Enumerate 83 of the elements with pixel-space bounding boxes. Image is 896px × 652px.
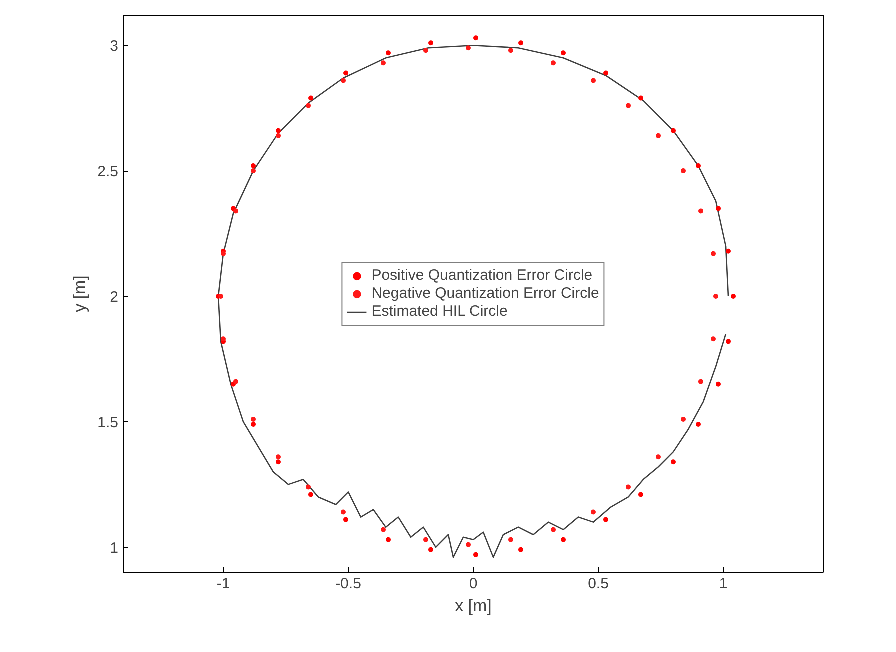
point [716,206,721,212]
point [341,510,346,515]
point [518,40,524,46]
x-tick-label: 0 [469,576,478,592]
point [626,103,631,108]
point [386,50,391,56]
point [696,422,701,427]
point [716,382,721,387]
y-tick-label: 2.5 [98,164,119,181]
point [561,50,566,56]
point [726,339,731,344]
point [276,454,281,460]
point [221,336,226,342]
point [508,48,514,54]
point [234,379,238,384]
point [626,484,631,490]
point [698,208,704,214]
point [306,484,311,490]
point [386,537,391,542]
point [234,208,238,214]
point [344,70,348,76]
point [308,96,314,101]
point [638,96,644,101]
point [466,542,471,548]
point [308,492,314,498]
point [251,168,256,174]
point [424,48,428,54]
point [656,454,661,460]
point [221,251,226,256]
point [276,460,281,465]
point [474,36,478,41]
point [604,517,608,522]
point [474,552,478,558]
point [344,517,348,522]
point [341,78,346,84]
point [731,294,736,300]
x-tick-label: 0.5 [588,576,609,592]
point [561,537,566,542]
point [428,547,434,552]
point [381,60,386,66]
point [726,248,731,254]
x-tick-label: -0.5 [336,576,362,592]
point [466,46,471,51]
point [671,128,676,134]
point [306,103,311,108]
point [424,537,428,542]
point [604,70,608,76]
point [714,294,718,300]
line-series [218,44,730,558]
point [251,422,256,427]
point [698,379,704,384]
point [656,133,661,138]
point [508,537,514,542]
point [681,416,686,422]
point [381,527,386,532]
y-tick-label: 1.5 [98,414,119,432]
point [681,168,686,174]
x-tick-label: -1 [216,576,230,592]
point [591,510,596,515]
point [518,547,524,552]
point [711,251,716,256]
y-tick-label: 1 [110,540,118,557]
x-tick-label: 1 [719,576,728,592]
point [551,527,556,532]
y-tick-label: 2 [110,289,118,306]
point [638,492,644,498]
legend-label: Positive Quantization Error Circle [372,266,593,284]
legend-label: Estimated HIL Circle [372,302,508,320]
x-axis-title: x [m] [455,596,492,616]
point [218,294,224,300]
point [711,336,716,342]
point [276,133,281,138]
legend-label: Negative Quantization Error Circle [372,284,600,302]
point [251,416,256,422]
point [551,60,556,66]
point [671,460,676,465]
point [591,78,596,84]
point [696,164,701,169]
y-tick-label: 3 [110,38,118,56]
point [428,40,434,46]
point [276,128,281,134]
point [251,164,256,169]
y-axis-title: y [m] [70,276,90,312]
